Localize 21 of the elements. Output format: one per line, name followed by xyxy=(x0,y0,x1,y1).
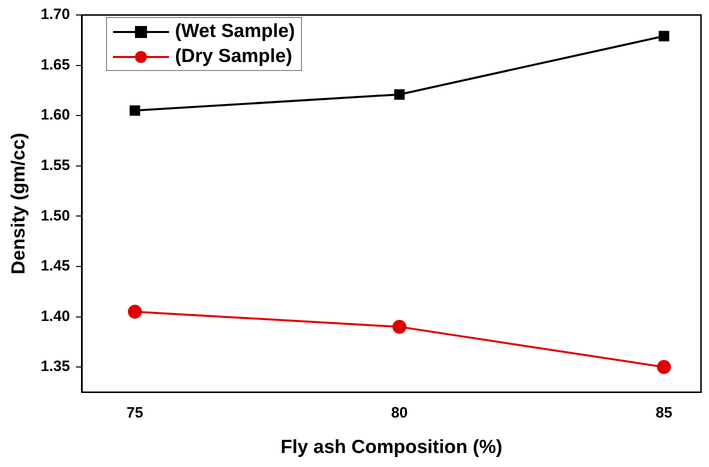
point xyxy=(658,30,670,42)
y-tick-label: 1.40 xyxy=(40,308,70,325)
x-tick-label: 80 xyxy=(391,404,408,422)
x-axis-title: Fly ash Composition (%) xyxy=(280,436,502,458)
y-tick-label: 1.60 xyxy=(40,106,70,124)
y-tick-label: 1.35 xyxy=(40,358,70,376)
point xyxy=(130,105,140,116)
y-tick-label: 1.55 xyxy=(40,157,70,174)
y-axis-title: Density (gm/cc) xyxy=(8,132,30,274)
y-tick-label: 1.65 xyxy=(40,56,70,74)
y-tick-label: 1.70 xyxy=(40,6,70,24)
point xyxy=(392,320,406,334)
point xyxy=(128,304,142,319)
legend-label: (Wet Sample) xyxy=(174,20,295,42)
x-tick-label: 75 xyxy=(126,404,144,422)
x-tick-label: 85 xyxy=(656,404,672,422)
y-tick-label: 1.45 xyxy=(40,258,70,275)
point xyxy=(394,89,405,100)
point xyxy=(656,360,671,374)
y-tick-label: 1.50 xyxy=(40,207,70,224)
legend-label: (Dry Sample) xyxy=(174,46,292,68)
